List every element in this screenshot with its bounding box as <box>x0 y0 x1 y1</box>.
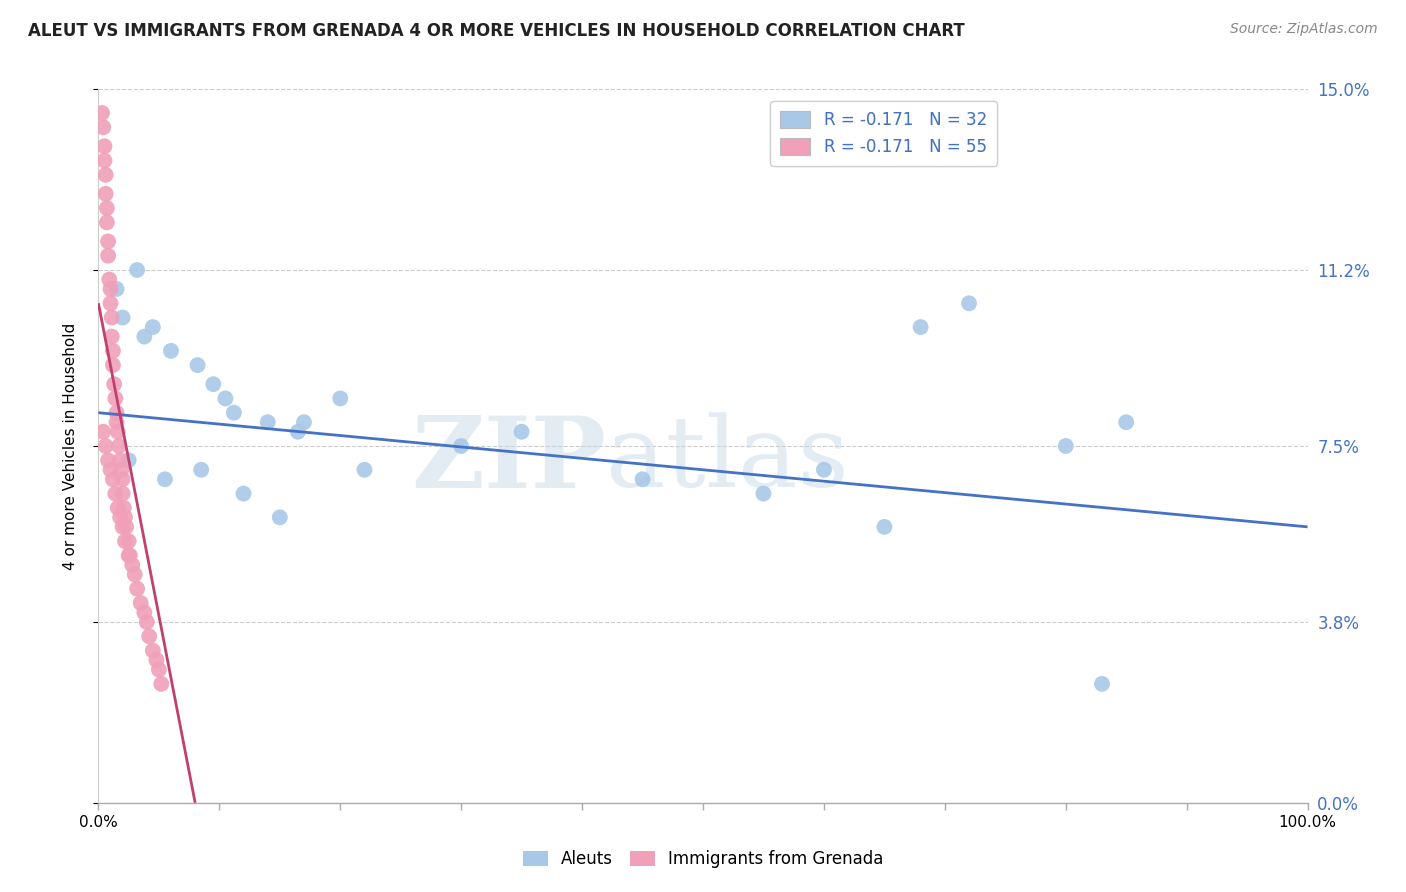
Point <box>110 463 132 477</box>
Point <box>118 453 141 467</box>
Point <box>100 329 122 343</box>
Point <box>145 653 167 667</box>
Point <box>873 520 896 534</box>
Point <box>957 296 980 310</box>
Point <box>135 615 157 629</box>
Point <box>96 215 118 229</box>
Point <box>142 643 165 657</box>
Point <box>100 282 122 296</box>
Point <box>108 510 131 524</box>
Legend: R = -0.171   N = 32, R = -0.171   N = 55: R = -0.171 N = 32, R = -0.171 N = 55 <box>770 101 997 166</box>
Point <box>97 249 120 263</box>
Point <box>111 472 134 486</box>
Point <box>97 235 120 249</box>
Point <box>134 606 156 620</box>
Point <box>232 486 254 500</box>
Point <box>127 582 149 596</box>
Point <box>813 463 835 477</box>
Point <box>96 201 118 215</box>
Point <box>118 549 141 563</box>
Point <box>94 186 117 201</box>
Point <box>256 415 278 429</box>
Point <box>910 320 932 334</box>
Point <box>190 463 212 477</box>
Point <box>138 629 160 643</box>
Point <box>287 425 309 439</box>
Point <box>114 534 136 549</box>
Point <box>94 439 117 453</box>
Point <box>118 534 141 549</box>
Point <box>353 463 375 477</box>
Point <box>115 520 138 534</box>
Point <box>222 406 245 420</box>
Point <box>752 486 775 500</box>
Point <box>97 453 120 467</box>
Point <box>160 343 183 358</box>
Point <box>101 358 124 372</box>
Point <box>153 472 176 486</box>
Point <box>292 415 315 429</box>
Point <box>1115 415 1137 429</box>
Point <box>148 663 170 677</box>
Point <box>104 486 127 500</box>
Point <box>91 106 114 120</box>
Point <box>105 282 128 296</box>
Point <box>214 392 236 406</box>
Point <box>134 329 156 343</box>
Text: atlas: atlas <box>606 412 849 508</box>
Text: Source: ZipAtlas.com: Source: ZipAtlas.com <box>1230 22 1378 37</box>
Point <box>107 500 129 515</box>
Point <box>450 439 472 453</box>
Point <box>187 358 209 372</box>
Point <box>91 425 114 439</box>
Point <box>269 510 291 524</box>
Text: ZIP: ZIP <box>412 412 606 508</box>
Point <box>121 558 143 572</box>
Point <box>98 272 121 286</box>
Point <box>101 472 124 486</box>
Point <box>150 677 173 691</box>
Point <box>112 500 135 515</box>
Point <box>127 263 149 277</box>
Point <box>510 425 533 439</box>
Point <box>1054 439 1077 453</box>
Text: ALEUT VS IMMIGRANTS FROM GRENADA 4 OR MORE VEHICLES IN HOUSEHOLD CORRELATION CHA: ALEUT VS IMMIGRANTS FROM GRENADA 4 OR MO… <box>28 22 965 40</box>
Point <box>108 453 131 467</box>
Point <box>91 120 114 135</box>
Point <box>111 310 134 325</box>
Point <box>104 392 127 406</box>
Y-axis label: 4 or more Vehicles in Household: 4 or more Vehicles in Household <box>63 322 77 570</box>
Point <box>142 320 165 334</box>
Point <box>103 377 125 392</box>
Point <box>111 520 134 534</box>
Point <box>111 486 134 500</box>
Point <box>329 392 352 406</box>
Point <box>202 377 225 392</box>
Point <box>1091 677 1114 691</box>
Point <box>108 439 131 453</box>
Point <box>114 510 136 524</box>
Point <box>94 168 117 182</box>
Point <box>105 415 128 429</box>
Legend: Aleuts, Immigrants from Grenada: Aleuts, Immigrants from Grenada <box>516 844 890 875</box>
Point <box>107 425 129 439</box>
Point <box>100 310 122 325</box>
Point <box>129 596 152 610</box>
Point <box>93 139 115 153</box>
Point <box>101 343 124 358</box>
Point <box>93 153 115 168</box>
Point <box>100 296 122 310</box>
Point <box>100 463 122 477</box>
Point <box>631 472 654 486</box>
Point <box>105 406 128 420</box>
Point <box>124 567 146 582</box>
Point <box>118 549 141 563</box>
